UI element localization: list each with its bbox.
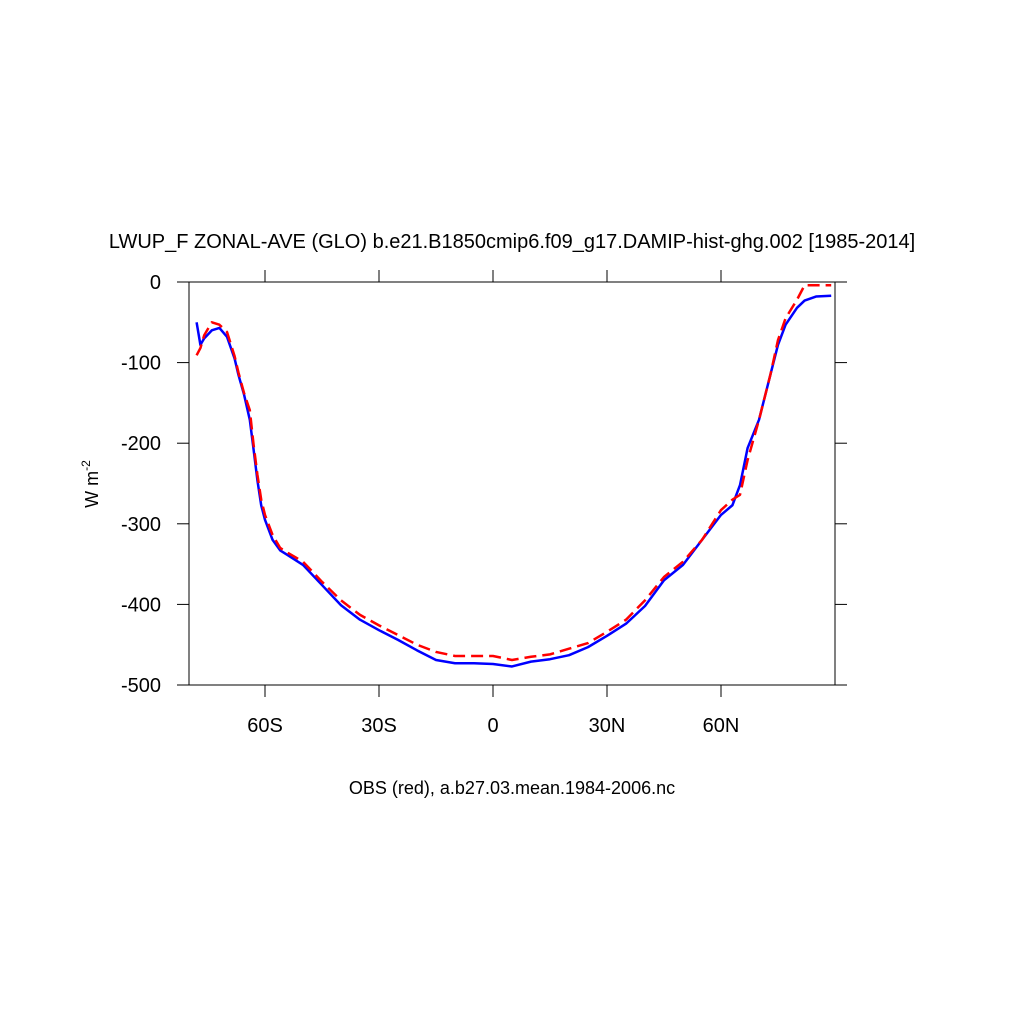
y-tick-label: 0 [150,272,161,294]
y-axis-label: W m-2 [79,460,102,508]
y-axis-label-group: W m-2 [79,460,102,508]
x-tick-label: 0 [487,715,498,737]
y-tick-label: -200 [121,433,161,455]
y-tick-label: -400 [121,594,161,616]
y-axis-label-superscript: -2 [79,460,93,471]
x-axis-label: OBS (red), a.b27.03.mean.1984-2006.nc [349,778,675,798]
y-tick-label: -500 [121,675,161,697]
x-tick-label: 30S [361,715,397,737]
y-axis-label-main: W m [82,471,102,508]
x-tick-label: 60S [247,715,283,737]
x-tick-label: 30N [589,715,626,737]
data-line [195,294,832,668]
plot-frame [188,281,836,686]
data-line [195,283,832,662]
x-tick-label: 60N [703,715,740,737]
chart-title: LWUP_F ZONAL-AVE (GLO) b.e21.B1850cmip6.… [109,231,915,253]
y-tick-label: -300 [121,514,161,536]
y-tick-label: -100 [121,353,161,375]
